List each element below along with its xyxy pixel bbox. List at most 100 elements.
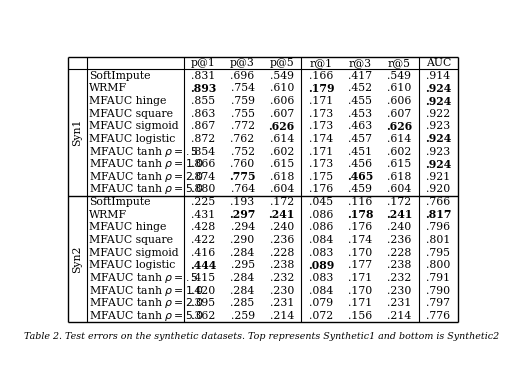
Text: MFAUC square: MFAUC square: [89, 235, 173, 245]
Text: .084: .084: [309, 286, 333, 296]
Text: .431: .431: [191, 210, 216, 220]
Text: .920: .920: [426, 185, 451, 195]
Text: .549: .549: [270, 71, 294, 81]
Text: .228: .228: [270, 248, 294, 258]
Text: .045: .045: [309, 197, 333, 207]
Text: .924: .924: [425, 159, 452, 170]
Text: .549: .549: [387, 71, 411, 81]
Text: .174: .174: [309, 134, 333, 144]
Text: .166: .166: [309, 71, 333, 81]
Text: .416: .416: [191, 248, 216, 258]
Text: .230: .230: [387, 286, 411, 296]
Text: .796: .796: [426, 223, 450, 232]
Text: .231: .231: [387, 298, 411, 308]
Text: MFAUC tanh $\rho = 5.0$: MFAUC tanh $\rho = 5.0$: [89, 309, 204, 323]
Text: .238: .238: [387, 260, 411, 270]
Text: .797: .797: [426, 298, 450, 308]
Text: .240: .240: [387, 223, 411, 232]
Text: .228: .228: [387, 248, 411, 258]
Text: .173: .173: [309, 159, 333, 169]
Text: .395: .395: [192, 298, 216, 308]
Text: .176: .176: [309, 185, 333, 195]
Text: .618: .618: [387, 172, 411, 182]
Text: .762: .762: [230, 134, 254, 144]
Text: .606: .606: [387, 96, 411, 106]
Text: .924: .924: [425, 134, 452, 144]
Text: .428: .428: [191, 223, 216, 232]
Text: .854: .854: [192, 147, 216, 157]
Text: MFAUC hinge: MFAUC hinge: [89, 96, 167, 106]
Text: .755: .755: [230, 109, 254, 119]
Text: .177: .177: [348, 260, 372, 270]
Text: .776: .776: [426, 311, 450, 321]
Text: Table 2. Test errors on the synthetic datasets. Top represents Synthetic1 and bo: Table 2. Test errors on the synthetic da…: [25, 332, 499, 341]
Text: MFAUC sigmoid: MFAUC sigmoid: [89, 248, 179, 258]
Text: .284: .284: [230, 248, 254, 258]
Text: .610: .610: [270, 84, 294, 93]
Text: .863: .863: [191, 109, 216, 119]
Text: .451: .451: [348, 147, 372, 157]
Text: .924: .924: [425, 96, 452, 106]
Text: .924: .924: [425, 83, 452, 94]
Text: .764: .764: [230, 185, 254, 195]
Text: .116: .116: [348, 197, 372, 207]
Text: .790: .790: [426, 286, 450, 296]
Text: .173: .173: [309, 109, 333, 119]
Text: r@1: r@1: [309, 58, 333, 68]
Text: .444: .444: [190, 260, 217, 271]
Text: .176: .176: [348, 223, 372, 232]
Text: .362: .362: [191, 311, 216, 321]
Text: .084: .084: [309, 235, 333, 245]
Text: .072: .072: [309, 311, 333, 321]
Text: .880: .880: [191, 185, 216, 195]
Text: WRMF: WRMF: [89, 84, 127, 93]
Text: .295: .295: [230, 260, 254, 270]
Text: .618: .618: [270, 172, 294, 182]
Text: .422: .422: [191, 235, 216, 245]
Text: MFAUC tanh $\rho = 1.0$: MFAUC tanh $\rho = 1.0$: [89, 157, 204, 171]
Text: MFAUC tanh $\rho = .5$: MFAUC tanh $\rho = .5$: [89, 145, 199, 159]
Text: .604: .604: [270, 185, 294, 195]
Text: .294: .294: [230, 223, 254, 232]
Text: r@3: r@3: [349, 58, 371, 68]
Text: .284: .284: [230, 286, 254, 296]
Text: .232: .232: [270, 273, 294, 283]
Text: .610: .610: [387, 84, 411, 93]
Text: MFAUC tanh $\rho = 1.0$: MFAUC tanh $\rho = 1.0$: [89, 284, 204, 298]
Text: .457: .457: [348, 134, 372, 144]
Text: WRMF: WRMF: [89, 210, 127, 220]
Text: .614: .614: [270, 134, 294, 144]
Text: .083: .083: [309, 273, 333, 283]
Text: .923: .923: [426, 147, 451, 157]
Text: .801: .801: [426, 235, 451, 245]
Text: .615: .615: [387, 159, 411, 169]
Text: .079: .079: [309, 298, 333, 308]
Text: Syn1: Syn1: [73, 119, 82, 146]
Text: .241: .241: [269, 209, 295, 220]
Text: .614: .614: [387, 134, 411, 144]
Text: .236: .236: [270, 235, 294, 245]
Text: .893: .893: [190, 83, 217, 94]
Text: .923: .923: [426, 122, 451, 131]
Text: .193: .193: [230, 197, 254, 207]
Text: .752: .752: [230, 147, 254, 157]
Text: p@5: p@5: [269, 58, 294, 68]
Text: MFAUC sigmoid: MFAUC sigmoid: [89, 122, 179, 131]
Text: .607: .607: [270, 109, 294, 119]
Text: .284: .284: [230, 273, 254, 283]
Text: .775: .775: [229, 171, 256, 182]
Text: .602: .602: [270, 147, 294, 157]
Text: .921: .921: [426, 172, 451, 182]
Text: .759: .759: [230, 96, 254, 106]
Text: .083: .083: [309, 248, 333, 258]
Text: .459: .459: [348, 185, 372, 195]
Text: .465: .465: [347, 171, 373, 182]
Text: .696: .696: [230, 71, 254, 81]
Text: .259: .259: [230, 311, 254, 321]
Text: .463: .463: [348, 122, 372, 131]
Text: .172: .172: [387, 197, 411, 207]
Text: .607: .607: [387, 109, 411, 119]
Text: .420: .420: [191, 286, 216, 296]
Text: .615: .615: [270, 159, 294, 169]
Text: .855: .855: [192, 96, 216, 106]
